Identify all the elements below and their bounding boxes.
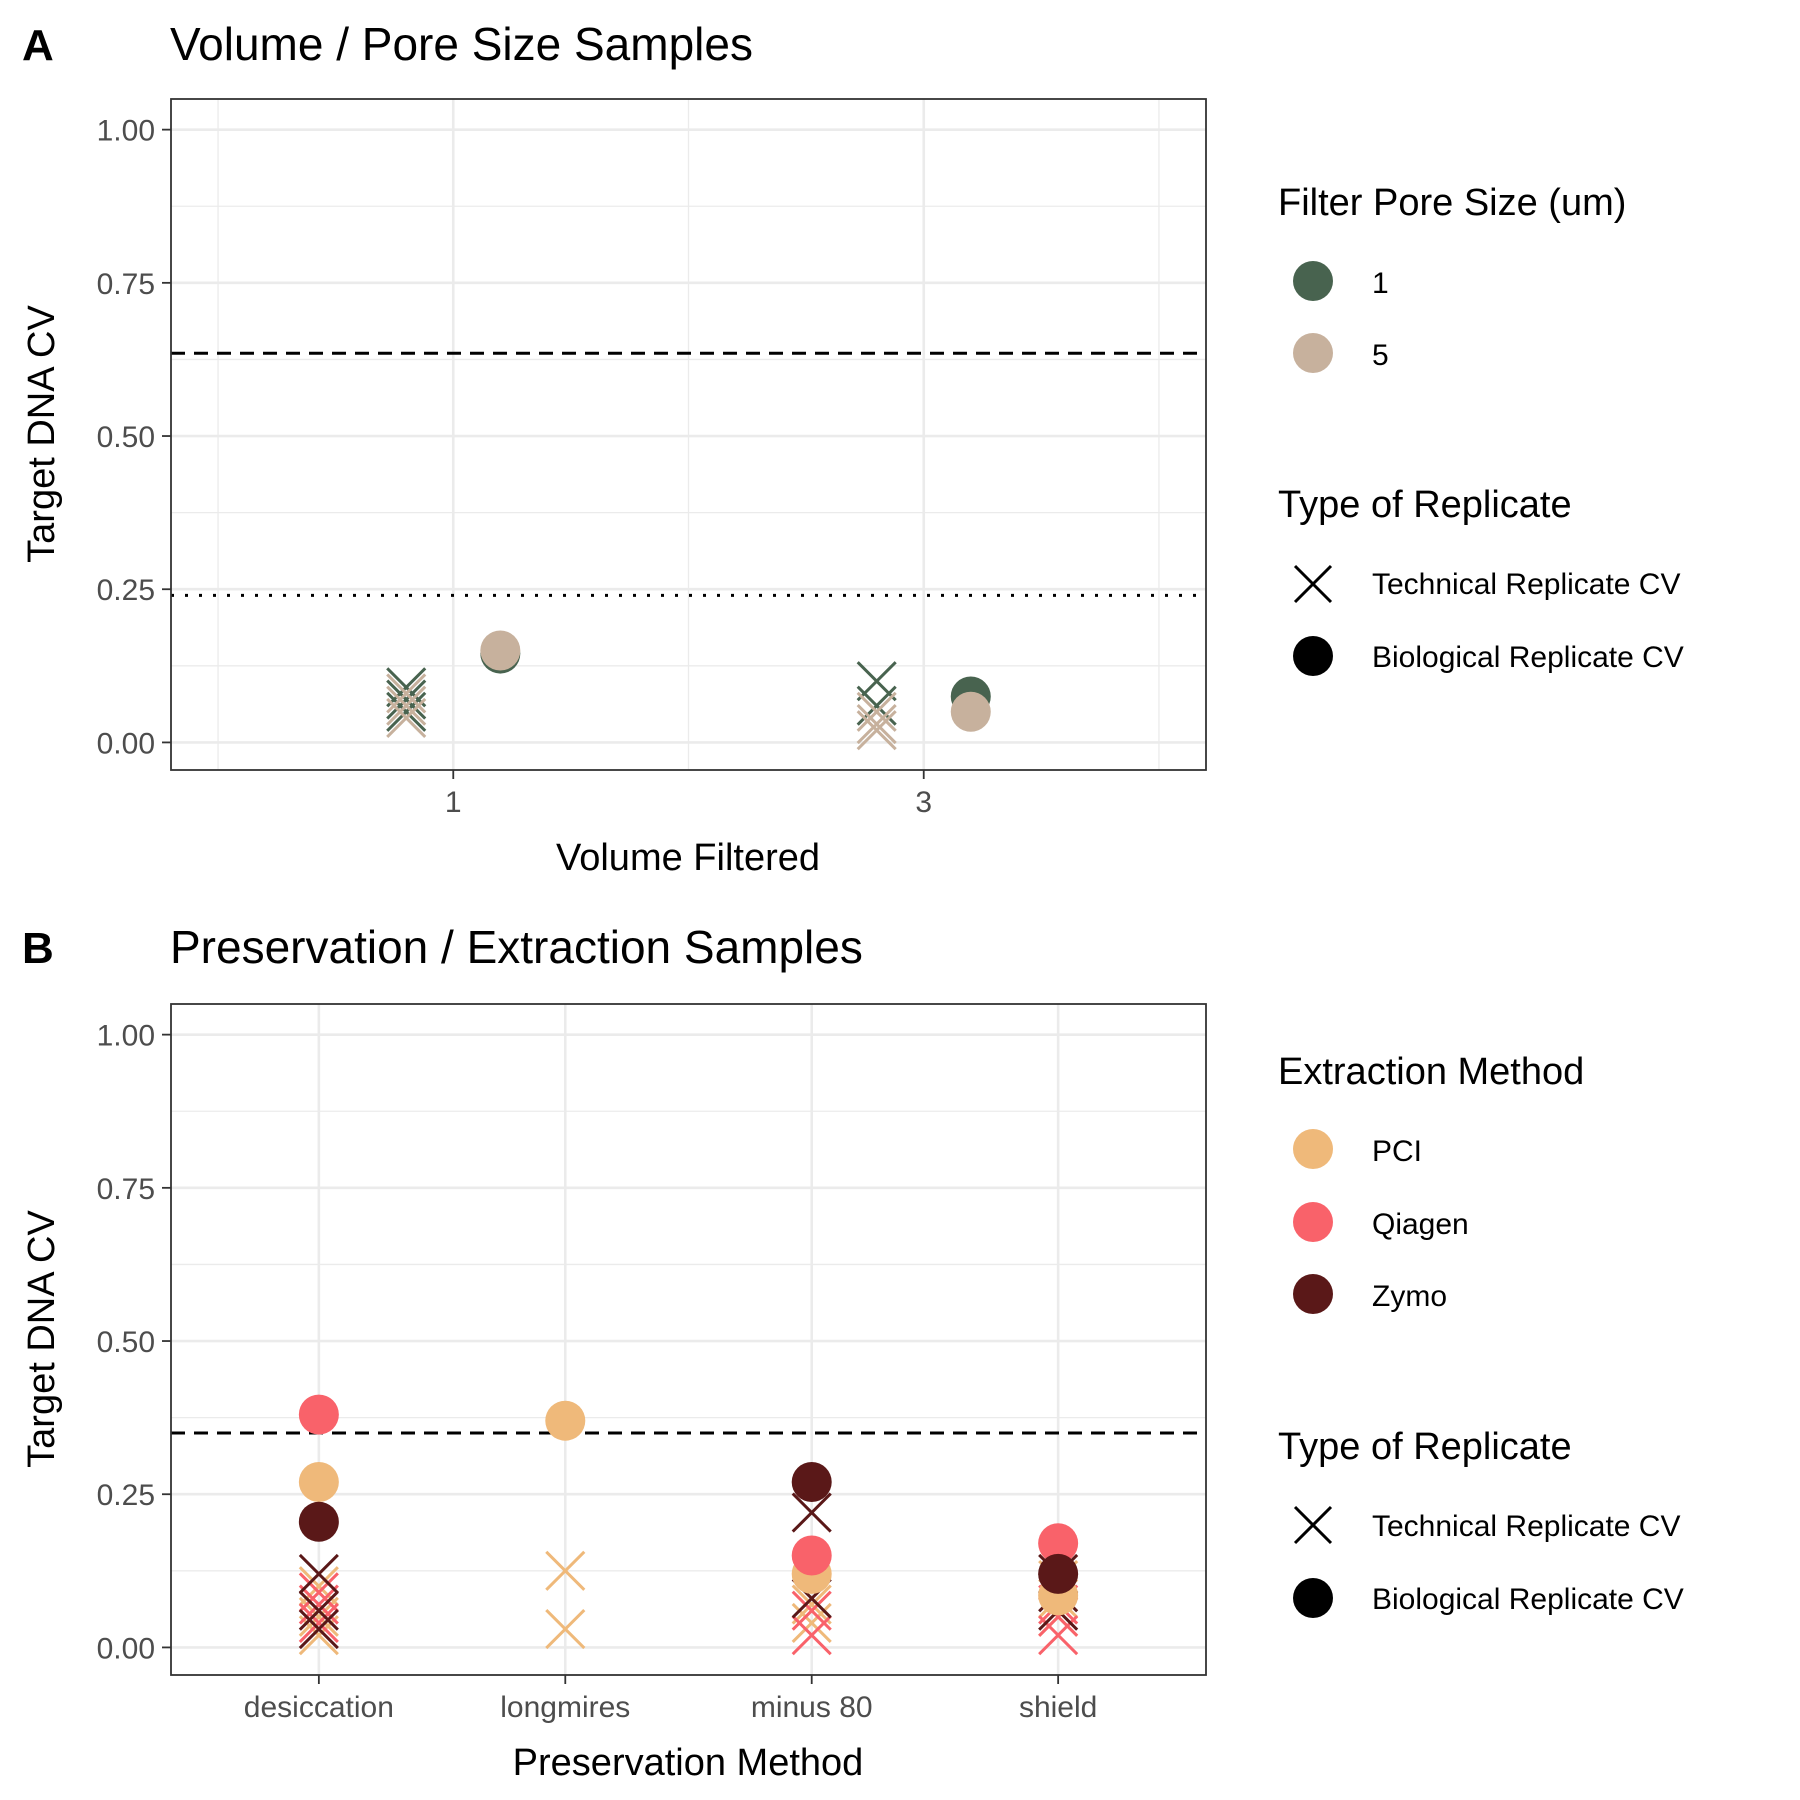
y-tick-label: 0.75: [97, 1173, 155, 1206]
x-tick-label: desiccation: [244, 1691, 394, 1724]
b-plot-background: [171, 1004, 1206, 1675]
y-tick-label: 1.00: [97, 115, 155, 148]
panel-a-legend-color-title: Filter Pore Size (um): [1278, 182, 1626, 224]
panel-b: B Preservation / Extraction Samples 0.00…: [21, 921, 1684, 1784]
point-technical-pci: [545, 1608, 586, 1650]
y-tick-label: 0.00: [97, 1632, 155, 1665]
point-biological-zymo: [298, 1501, 339, 1542]
y-tick-label: 1.00: [97, 1020, 155, 1053]
panel-a-grid: [171, 99, 1206, 770]
point-biological-pci: [545, 1400, 586, 1441]
panel-b-legend: Extraction Method PCI Qiagen Zymo Type o…: [1278, 1051, 1684, 1618]
panel-b-x-axis-label: Preservation Method: [513, 1742, 864, 1784]
point-technical-pci: [791, 1584, 832, 1625]
point-technical-zymo: [791, 1492, 832, 1533]
legend-label-pci: PCI: [1372, 1135, 1422, 1168]
panel-a: A Volume / Pore Size Samples 0.00 0.25 0.5…: [21, 18, 1684, 879]
x-tick-label: shield: [1019, 1691, 1097, 1724]
panel-b-marks: [298, 1394, 1079, 1656]
y-tick-label: 0.75: [97, 268, 155, 301]
point-technical-zymo: [298, 1608, 339, 1650]
point-biological-qiagen: [791, 1535, 832, 1576]
panel-b-title: Preservation / Extraction Samples: [170, 921, 863, 973]
panel-a-axes: 0.00 0.25 0.50 0.75 1.00 1 3: [97, 115, 932, 819]
legend-label-biological: Biological Replicate CV: [1372, 641, 1684, 674]
point-biological-qiagen: [1038, 1523, 1079, 1564]
panel-b-grid: [171, 1004, 1206, 1675]
panel-b-legend-color-title: Extraction Method: [1278, 1051, 1584, 1093]
y-tick-label: 0.50: [97, 421, 155, 454]
point-biological-pci: [298, 1461, 339, 1502]
point-technical-zymo: [298, 1553, 339, 1594]
panel-b-y-axis-label: Target DNA CV: [21, 1210, 63, 1468]
legend-label-technical: Technical Replicate CV: [1372, 1510, 1680, 1543]
point-biological-zymo: [791, 1461, 832, 1502]
legend-key-zymo: [1293, 1274, 1333, 1314]
legend-label-technical: Technical Replicate CV: [1372, 568, 1680, 601]
legend-key-pore-1: [1293, 261, 1333, 301]
legend-key-biological-circle: [1293, 636, 1333, 676]
legend-label-biological: Biological Replicate CV: [1372, 1583, 1684, 1616]
point-technical-qiagen: [298, 1572, 339, 1613]
point-biological-5: [950, 691, 991, 732]
legend-key-pci: [1293, 1129, 1333, 1169]
point-technical-pci: [545, 1550, 586, 1591]
point-technical-1: [386, 667, 427, 708]
point-technical-1: [386, 679, 427, 720]
point-technical-5: [386, 685, 427, 726]
legend-key-technical-cross: [1293, 564, 1333, 604]
panel-a-plot-border: [170, 98, 1207, 771]
legend-key-qiagen: [1293, 1202, 1333, 1242]
point-technical-qiagen: [791, 1590, 832, 1631]
point-technical-qiagen: [298, 1602, 339, 1643]
panel-a-tag: A: [22, 21, 54, 70]
panel-a-y-axis-label: Target DNA CV: [21, 305, 63, 563]
x-tick-label: minus 80: [751, 1691, 873, 1724]
panel-b-tag: B: [22, 924, 54, 973]
panel-b-axes: 0.00 0.25 0.50 0.75 1.00 desiccation longmires…: [97, 1020, 1098, 1724]
point-technical-5: [856, 691, 897, 732]
legend-label-pore-1: 1: [1372, 267, 1389, 300]
panel-a-reference-lines: [171, 351, 1206, 597]
y-tick-label: 0.25: [97, 574, 155, 607]
legend-label-zymo: Zymo: [1372, 1280, 1447, 1313]
legend-label-qiagen: Qiagen: [1372, 1208, 1469, 1241]
legend-key-pore-5: [1293, 333, 1333, 373]
point-technical-zymo: [298, 1590, 339, 1631]
point-biological-qiagen: [298, 1394, 339, 1435]
y-tick-label: 0.25: [97, 1479, 155, 1512]
point-biological-5: [480, 630, 521, 671]
x-tick-label: longmires: [500, 1691, 630, 1724]
point-technical-5: [856, 710, 897, 751]
point-biological-zymo: [1038, 1553, 1079, 1594]
point-technical-5: [386, 697, 427, 738]
panel-a-title: Volume / Pore Size Samples: [170, 18, 753, 70]
y-tick-label: 0.00: [97, 727, 155, 760]
x-tick-label: 3: [915, 786, 932, 819]
panel-a-marks: [386, 630, 991, 751]
legend-label-pore-5: 5: [1372, 339, 1389, 372]
panel-a-legend-shape-title: Type of Replicate: [1278, 484, 1572, 526]
panel-b-plot-border: [170, 1003, 1207, 1676]
point-technical-5: [856, 703, 897, 745]
legend-key-technical-cross: [1293, 1505, 1333, 1545]
panel-a-x-axis-label: Volume Filtered: [556, 837, 820, 879]
panel-b-legend-shape-title: Type of Replicate: [1278, 1426, 1572, 1468]
y-tick-label: 0.50: [97, 1326, 155, 1359]
panel-a-legend: Filter Pore Size (um) 1 5 Type of Replic…: [1278, 182, 1684, 676]
legend-key-biological-circle: [1293, 1578, 1333, 1618]
x-tick-label: 1: [445, 786, 462, 819]
